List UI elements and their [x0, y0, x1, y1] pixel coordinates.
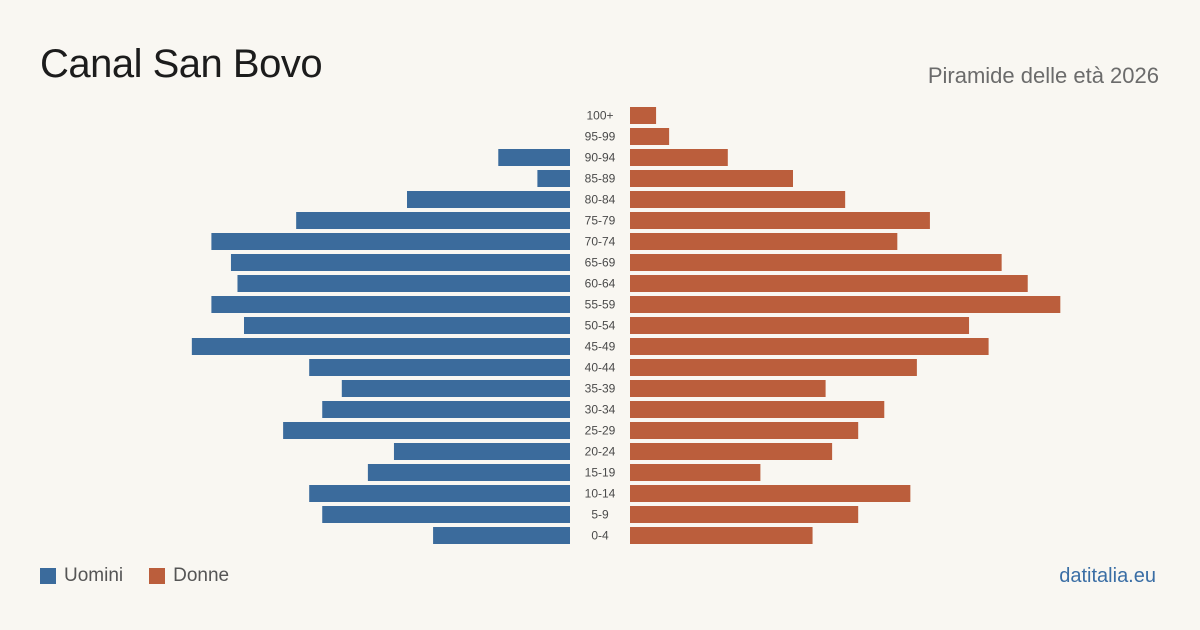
bar-men-45-49 — [191, 338, 570, 355]
source-link[interactable]: datitalia.eu — [1059, 565, 1156, 587]
bar-men-0-4 — [433, 527, 570, 544]
age-label-15-19: 15-19 — [585, 466, 616, 480]
age-label-55-59: 55-59 — [585, 298, 616, 312]
age-label-35-39: 35-39 — [585, 382, 616, 396]
age-label-95-99: 95-99 — [585, 130, 616, 144]
age-label-25-29: 25-29 — [585, 424, 616, 438]
bar-men-50-54 — [244, 317, 570, 334]
age-label-75-79: 75-79 — [585, 214, 616, 228]
bar-men-40-44 — [309, 359, 570, 376]
bar-men-10-14 — [309, 485, 570, 502]
chart-title: Canal San Bovo — [40, 42, 323, 86]
bar-women-55-59 — [630, 296, 1061, 313]
legend-label-men: Uomini — [64, 565, 124, 586]
bar-women-0-4 — [630, 527, 813, 544]
bar-women-95-99 — [630, 128, 670, 145]
age-label-40-44: 40-44 — [585, 361, 616, 375]
age-label-50-54: 50-54 — [585, 319, 616, 333]
bar-women-40-44 — [630, 359, 917, 376]
age-label-70-74: 70-74 — [585, 235, 616, 249]
bar-men-70-74 — [211, 233, 570, 250]
age-label-0-4: 0-4 — [591, 529, 609, 543]
bar-men-85-89 — [537, 170, 570, 187]
bar-women-50-54 — [630, 317, 970, 334]
age-label-30-34: 30-34 — [585, 403, 616, 417]
age-label-85-89: 85-89 — [585, 172, 616, 186]
bar-men-55-59 — [211, 296, 570, 313]
legend-item-men: Uomini — [40, 565, 123, 587]
bar-women-80-84 — [630, 191, 846, 208]
legend-swatch-men — [40, 568, 56, 584]
bar-men-25-29 — [283, 422, 570, 439]
age-label-100+: 100+ — [586, 109, 613, 123]
chart-subtitle: Piramide delle età 2026 — [927, 63, 1159, 88]
age-label-10-14: 10-14 — [585, 487, 616, 501]
age-label-90-94: 90-94 — [585, 151, 616, 165]
bar-women-90-94 — [630, 149, 728, 166]
bar-women-65-69 — [630, 254, 1002, 271]
bar-men-65-69 — [230, 254, 570, 271]
bar-women-45-49 — [630, 338, 989, 355]
bar-men-35-39 — [341, 380, 570, 397]
bar-women-25-29 — [630, 422, 859, 439]
legend-item-women: Donne — [149, 565, 229, 587]
bar-men-90-94 — [498, 149, 570, 166]
bar-women-60-64 — [630, 275, 1028, 292]
legend: Uomini Donne — [40, 565, 229, 587]
bar-women-70-74 — [630, 233, 898, 250]
bar-women-15-19 — [630, 464, 761, 481]
bar-women-10-14 — [630, 485, 911, 502]
bar-men-80-84 — [407, 191, 570, 208]
bar-women-35-39 — [630, 380, 826, 397]
bar-men-15-19 — [367, 464, 570, 481]
bar-women-30-34 — [630, 401, 885, 418]
bar-women-75-79 — [630, 212, 930, 229]
bar-women-100+ — [630, 107, 657, 124]
bar-men-60-64 — [237, 275, 571, 292]
age-label-80-84: 80-84 — [585, 193, 616, 207]
bar-men-75-79 — [296, 212, 570, 229]
age-label-20-24: 20-24 — [585, 445, 616, 459]
age-label-60-64: 60-64 — [585, 277, 616, 291]
bar-men-20-24 — [393, 443, 570, 460]
bar-men-5-9 — [322, 506, 570, 523]
legend-swatch-women — [149, 568, 166, 584]
age-label-45-49: 45-49 — [585, 340, 616, 354]
bar-women-85-89 — [630, 170, 793, 187]
age-label-5-9: 5-9 — [591, 508, 609, 522]
age-label-65-69: 65-69 — [585, 256, 616, 270]
bar-women-5-9 — [630, 506, 859, 523]
bar-men-30-34 — [322, 401, 570, 418]
bar-women-20-24 — [630, 443, 833, 460]
legend-label-women: Donne — [173, 565, 230, 586]
